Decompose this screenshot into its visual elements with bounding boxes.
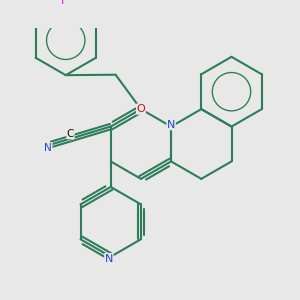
Text: F: F (61, 0, 67, 6)
Text: N: N (167, 120, 175, 130)
Text: C: C (67, 129, 74, 139)
Text: O: O (136, 104, 145, 114)
Text: N: N (105, 254, 113, 263)
Text: N: N (44, 143, 52, 153)
